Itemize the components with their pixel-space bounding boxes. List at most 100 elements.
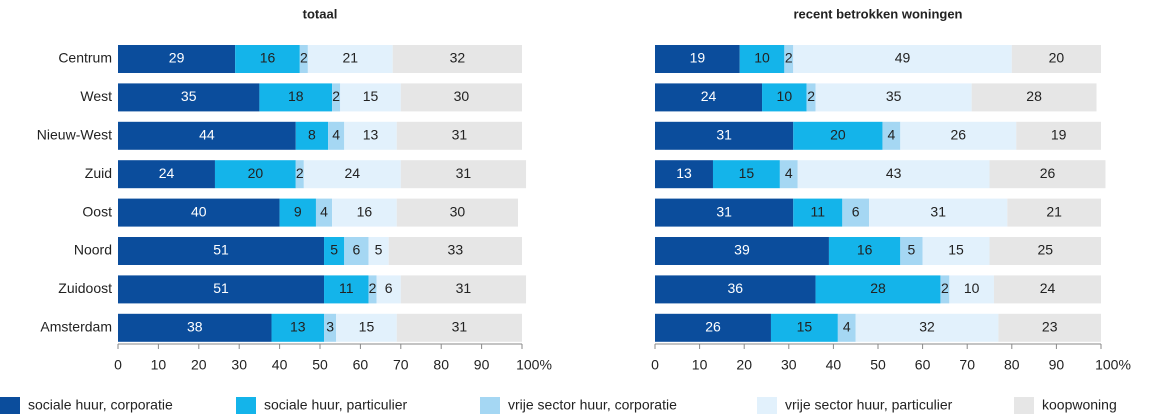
data-label: 2 (369, 280, 377, 296)
bar-segment (214, 160, 296, 189)
data-label: 19 (1051, 127, 1067, 143)
x-tick-label: 10 (151, 357, 167, 373)
data-label: 24 (701, 88, 717, 104)
data-label: 29 (169, 50, 185, 66)
data-label: 26 (705, 319, 721, 335)
data-label: 16 (260, 50, 276, 66)
x-tick-label: 60 (353, 357, 369, 373)
data-label: 9 (294, 203, 302, 219)
bar-segment (806, 83, 816, 112)
bar-segment (340, 83, 401, 112)
bar-segment (655, 237, 829, 265)
bar-segment (344, 121, 397, 150)
bar-segment (118, 313, 272, 342)
data-label: 20 (830, 127, 846, 143)
data-label: 16 (857, 242, 873, 258)
data-label: 24 (1040, 280, 1056, 296)
x-tick-label: 30 (231, 357, 247, 373)
y-tick-label: Zuid (85, 165, 112, 181)
bar-segment (400, 160, 527, 189)
x-tick-label: 90 (1049, 357, 1065, 373)
bar-segment (307, 45, 393, 73)
x-tick-label: 70 (393, 357, 409, 373)
data-label: 15 (948, 242, 964, 258)
data-label: 10 (777, 88, 793, 104)
data-label: 25 (1037, 242, 1053, 258)
bar-segment (295, 121, 329, 150)
data-label: 19 (690, 50, 706, 66)
bar-segment (344, 237, 369, 265)
bar-segment (739, 45, 785, 73)
bar-segment (784, 45, 794, 73)
legend-label: koopwoning (1042, 397, 1117, 413)
data-label: 2 (785, 50, 793, 66)
bar-segment (815, 275, 941, 304)
legend-label: sociale huur, corporatie (28, 397, 173, 413)
bar-segment (900, 237, 923, 265)
data-label: 43 (886, 165, 902, 181)
data-label: 30 (454, 88, 470, 104)
data-label: 39 (734, 242, 750, 258)
data-label: 3 (326, 319, 334, 335)
x-tick-label: 70 (959, 357, 975, 373)
bar-segment (118, 198, 280, 227)
data-label: 31 (452, 319, 468, 335)
bar-segment (655, 313, 771, 342)
data-label: 15 (739, 165, 755, 181)
bar-segment (797, 160, 990, 189)
data-label: 13 (676, 165, 692, 181)
bar-segment (993, 275, 1101, 304)
data-label: 38 (187, 319, 203, 335)
data-label: 31 (930, 203, 946, 219)
data-label: 28 (870, 280, 886, 296)
bar-segment (271, 313, 325, 342)
data-label: 4 (843, 319, 851, 335)
bar-segment (900, 121, 1017, 150)
x-tick-label: 80 (1004, 357, 1020, 373)
bar-segment (259, 83, 333, 112)
bar-segment (940, 275, 950, 304)
legend-label: vrije sector huur, corporatie (508, 397, 677, 413)
bar-segment (998, 313, 1101, 342)
data-label: 21 (1046, 203, 1062, 219)
y-tick-label: West (80, 88, 112, 104)
data-label: 4 (332, 127, 340, 143)
data-label: 4 (887, 127, 895, 143)
data-label: 15 (797, 319, 813, 335)
data-label: 21 (343, 50, 359, 66)
x-tick-label: 80 (433, 357, 449, 373)
bar-segment (828, 237, 901, 265)
data-label: 26 (1040, 165, 1056, 181)
x-tick-label: 40 (272, 357, 288, 373)
legend-swatch (480, 397, 500, 414)
bar-segment (368, 237, 389, 265)
data-label: 6 (385, 280, 393, 296)
bar-segment (295, 160, 304, 189)
bar-segment (1011, 45, 1101, 73)
legend-swatch (236, 397, 256, 414)
data-label: 51 (213, 242, 229, 258)
y-tick-label: Amsterdam (40, 319, 112, 335)
x-tick-label: 50 (312, 357, 328, 373)
data-label: 35 (181, 88, 197, 104)
data-label: 4 (785, 165, 793, 181)
bar-segment (779, 160, 798, 189)
bar-segment (332, 198, 397, 227)
bar-segment (324, 237, 345, 265)
data-label: 20 (248, 165, 264, 181)
data-label: 6 (852, 203, 860, 219)
bar-segment (315, 198, 333, 227)
data-label: 24 (345, 165, 361, 181)
data-label: 2 (300, 50, 308, 66)
y-tick-label: Centrum (58, 50, 112, 66)
data-label: 30 (450, 203, 466, 219)
data-label: 2 (332, 88, 340, 104)
chart-title: totaal (303, 6, 338, 21)
bar-segment (392, 45, 522, 73)
data-label: 31 (716, 127, 732, 143)
legend-label: sociale huur, particulier (264, 397, 408, 413)
bar-segment (793, 198, 843, 227)
bar-segment (396, 313, 522, 342)
bar-segment (118, 83, 260, 112)
data-label: 32 (919, 319, 935, 335)
